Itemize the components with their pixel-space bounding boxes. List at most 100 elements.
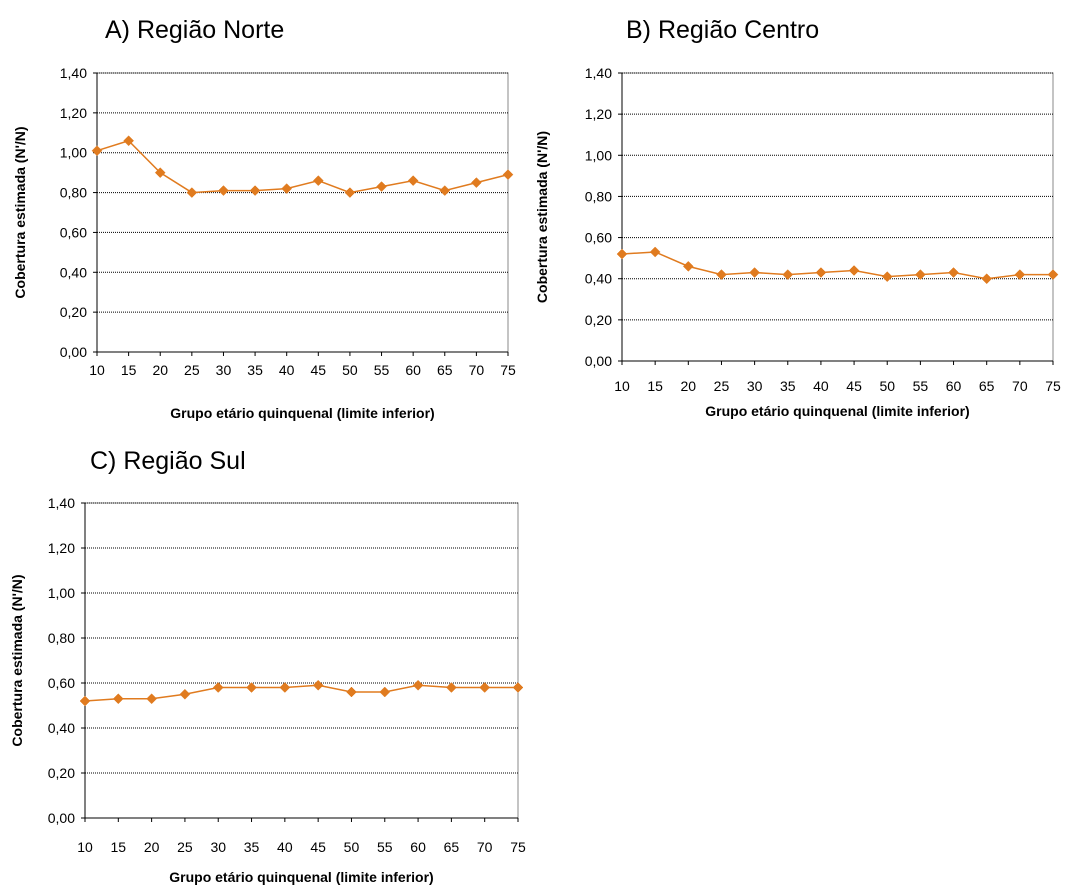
- plot-frame: [96, 72, 509, 353]
- data-point: [146, 693, 157, 705]
- y-axis-label: Cobertura estimada (N'/N): [12, 126, 28, 298]
- x-tick-label: 15: [121, 362, 137, 378]
- data-point: [281, 183, 293, 194]
- y-tick-label: 0,80: [60, 185, 87, 201]
- y-tick-label: 0,40: [48, 720, 75, 736]
- x-tick-label: 45: [311, 362, 327, 378]
- x-tick-label: 40: [813, 378, 829, 394]
- data-point: [407, 175, 419, 186]
- x-tick-label: 70: [477, 839, 493, 855]
- x-tick-label: 75: [510, 839, 526, 855]
- data-point: [179, 688, 191, 700]
- x-tick-label: 25: [714, 378, 730, 394]
- y-tick-label: 1,00: [48, 585, 75, 601]
- x-tick-label: 20: [152, 362, 168, 378]
- x-axis-label: Grupo etário quinquenal (limite inferior…: [169, 869, 433, 885]
- y-tick-label: 0,60: [60, 224, 87, 240]
- x-axis-label: Grupo etário quinquenal (limite inferior…: [705, 403, 969, 419]
- data-point: [1047, 269, 1059, 280]
- x-tick-label: 30: [210, 839, 226, 855]
- x-tick-label: 45: [310, 839, 326, 855]
- data-point: [479, 682, 491, 693]
- x-tick-label: 20: [144, 839, 160, 855]
- data-point: [616, 248, 628, 260]
- chart-title: A) Região Norte: [105, 16, 284, 44]
- data-point: [471, 177, 482, 188]
- data-point: [379, 686, 391, 698]
- x-tick-label: 70: [1012, 378, 1028, 394]
- x-tick-label: 15: [111, 839, 127, 855]
- x-tick-label: 55: [913, 378, 929, 394]
- y-tick-label: 1,20: [585, 106, 612, 122]
- data-point: [91, 145, 103, 157]
- data-point: [344, 187, 356, 198]
- data-point: [123, 135, 134, 147]
- y-tick-label: 0,60: [585, 230, 612, 246]
- x-tick-label: 75: [500, 362, 516, 378]
- chart-3: C) Região Sul 0,00 0,20 0,40 0,60 0,80 1,00 1,2…: [9, 447, 526, 885]
- data-point: [915, 269, 926, 280]
- data-point: [981, 273, 993, 285]
- y-tick-label: 1,20: [48, 540, 75, 556]
- x-tick-label: 30: [216, 362, 232, 378]
- x-tick-label: 65: [437, 362, 453, 378]
- data-point: [446, 682, 457, 693]
- y-tick-label: 1,20: [60, 105, 87, 121]
- data-point: [186, 187, 198, 198]
- data-point: [412, 679, 424, 691]
- y-tick-label: 0,80: [585, 188, 612, 204]
- x-tick-label: 40: [279, 362, 295, 378]
- data-point: [815, 267, 827, 278]
- x-tick-label: 30: [747, 378, 763, 394]
- data-point: [79, 695, 91, 707]
- y-tick-label: 0,40: [585, 271, 612, 287]
- x-tick-label: 20: [681, 378, 697, 394]
- data-point: [649, 246, 661, 258]
- data-point: [716, 269, 727, 280]
- y-tick-label: 0,00: [60, 344, 87, 360]
- y-tick-label: 0,40: [60, 264, 87, 280]
- x-tick-label: 65: [979, 378, 995, 394]
- x-tick-label: 25: [184, 362, 200, 378]
- data-point: [512, 682, 524, 693]
- x-tick-label: 35: [780, 378, 796, 394]
- x-tick-label: 10: [89, 362, 105, 378]
- x-tick-label: 10: [77, 839, 93, 855]
- data-point: [279, 682, 291, 693]
- y-tick-label: 0,20: [585, 312, 612, 328]
- y-tick-label: 0,00: [48, 810, 75, 826]
- x-tick-label: 75: [1045, 378, 1061, 394]
- data-point: [218, 185, 229, 196]
- data-point: [376, 181, 387, 192]
- data-point: [312, 175, 324, 186]
- x-tick-label: 50: [879, 378, 895, 394]
- x-axis-label: Grupo etário quinquenal (limite inferior…: [170, 405, 434, 421]
- y-tick-label: 0,20: [60, 304, 87, 320]
- plot-frame: [84, 502, 519, 819]
- x-tick-label: 60: [410, 839, 426, 855]
- x-tick-label: 45: [846, 378, 862, 394]
- data-point: [246, 682, 257, 693]
- x-tick-label: 50: [344, 839, 360, 855]
- data-point: [502, 169, 514, 180]
- y-tick-label: 0,20: [48, 765, 75, 781]
- chart-2: B) Região Centro 0,00 0,20 0,40 0,60 0,80 1,00…: [534, 16, 1061, 419]
- y-tick-label: 1,40: [48, 495, 75, 511]
- data-point: [848, 265, 860, 276]
- y-tick-label: 0,80: [48, 630, 75, 646]
- data-point: [1014, 269, 1026, 280]
- x-tick-label: 65: [444, 839, 460, 855]
- plot-frame: [621, 72, 1054, 362]
- y-axis-label: Cobertura estimada (N'/N): [534, 131, 550, 303]
- chart-title: B) Região Centro: [626, 16, 819, 44]
- x-tick-label: 55: [377, 839, 393, 855]
- x-tick-label: 50: [342, 362, 358, 378]
- x-tick-label: 40: [277, 839, 293, 855]
- data-point: [346, 686, 357, 698]
- data-point: [212, 682, 224, 693]
- x-tick-label: 55: [374, 362, 390, 378]
- y-tick-label: 0,00: [585, 353, 612, 369]
- data-point: [112, 693, 124, 705]
- y-tick-label: 1,00: [585, 147, 612, 163]
